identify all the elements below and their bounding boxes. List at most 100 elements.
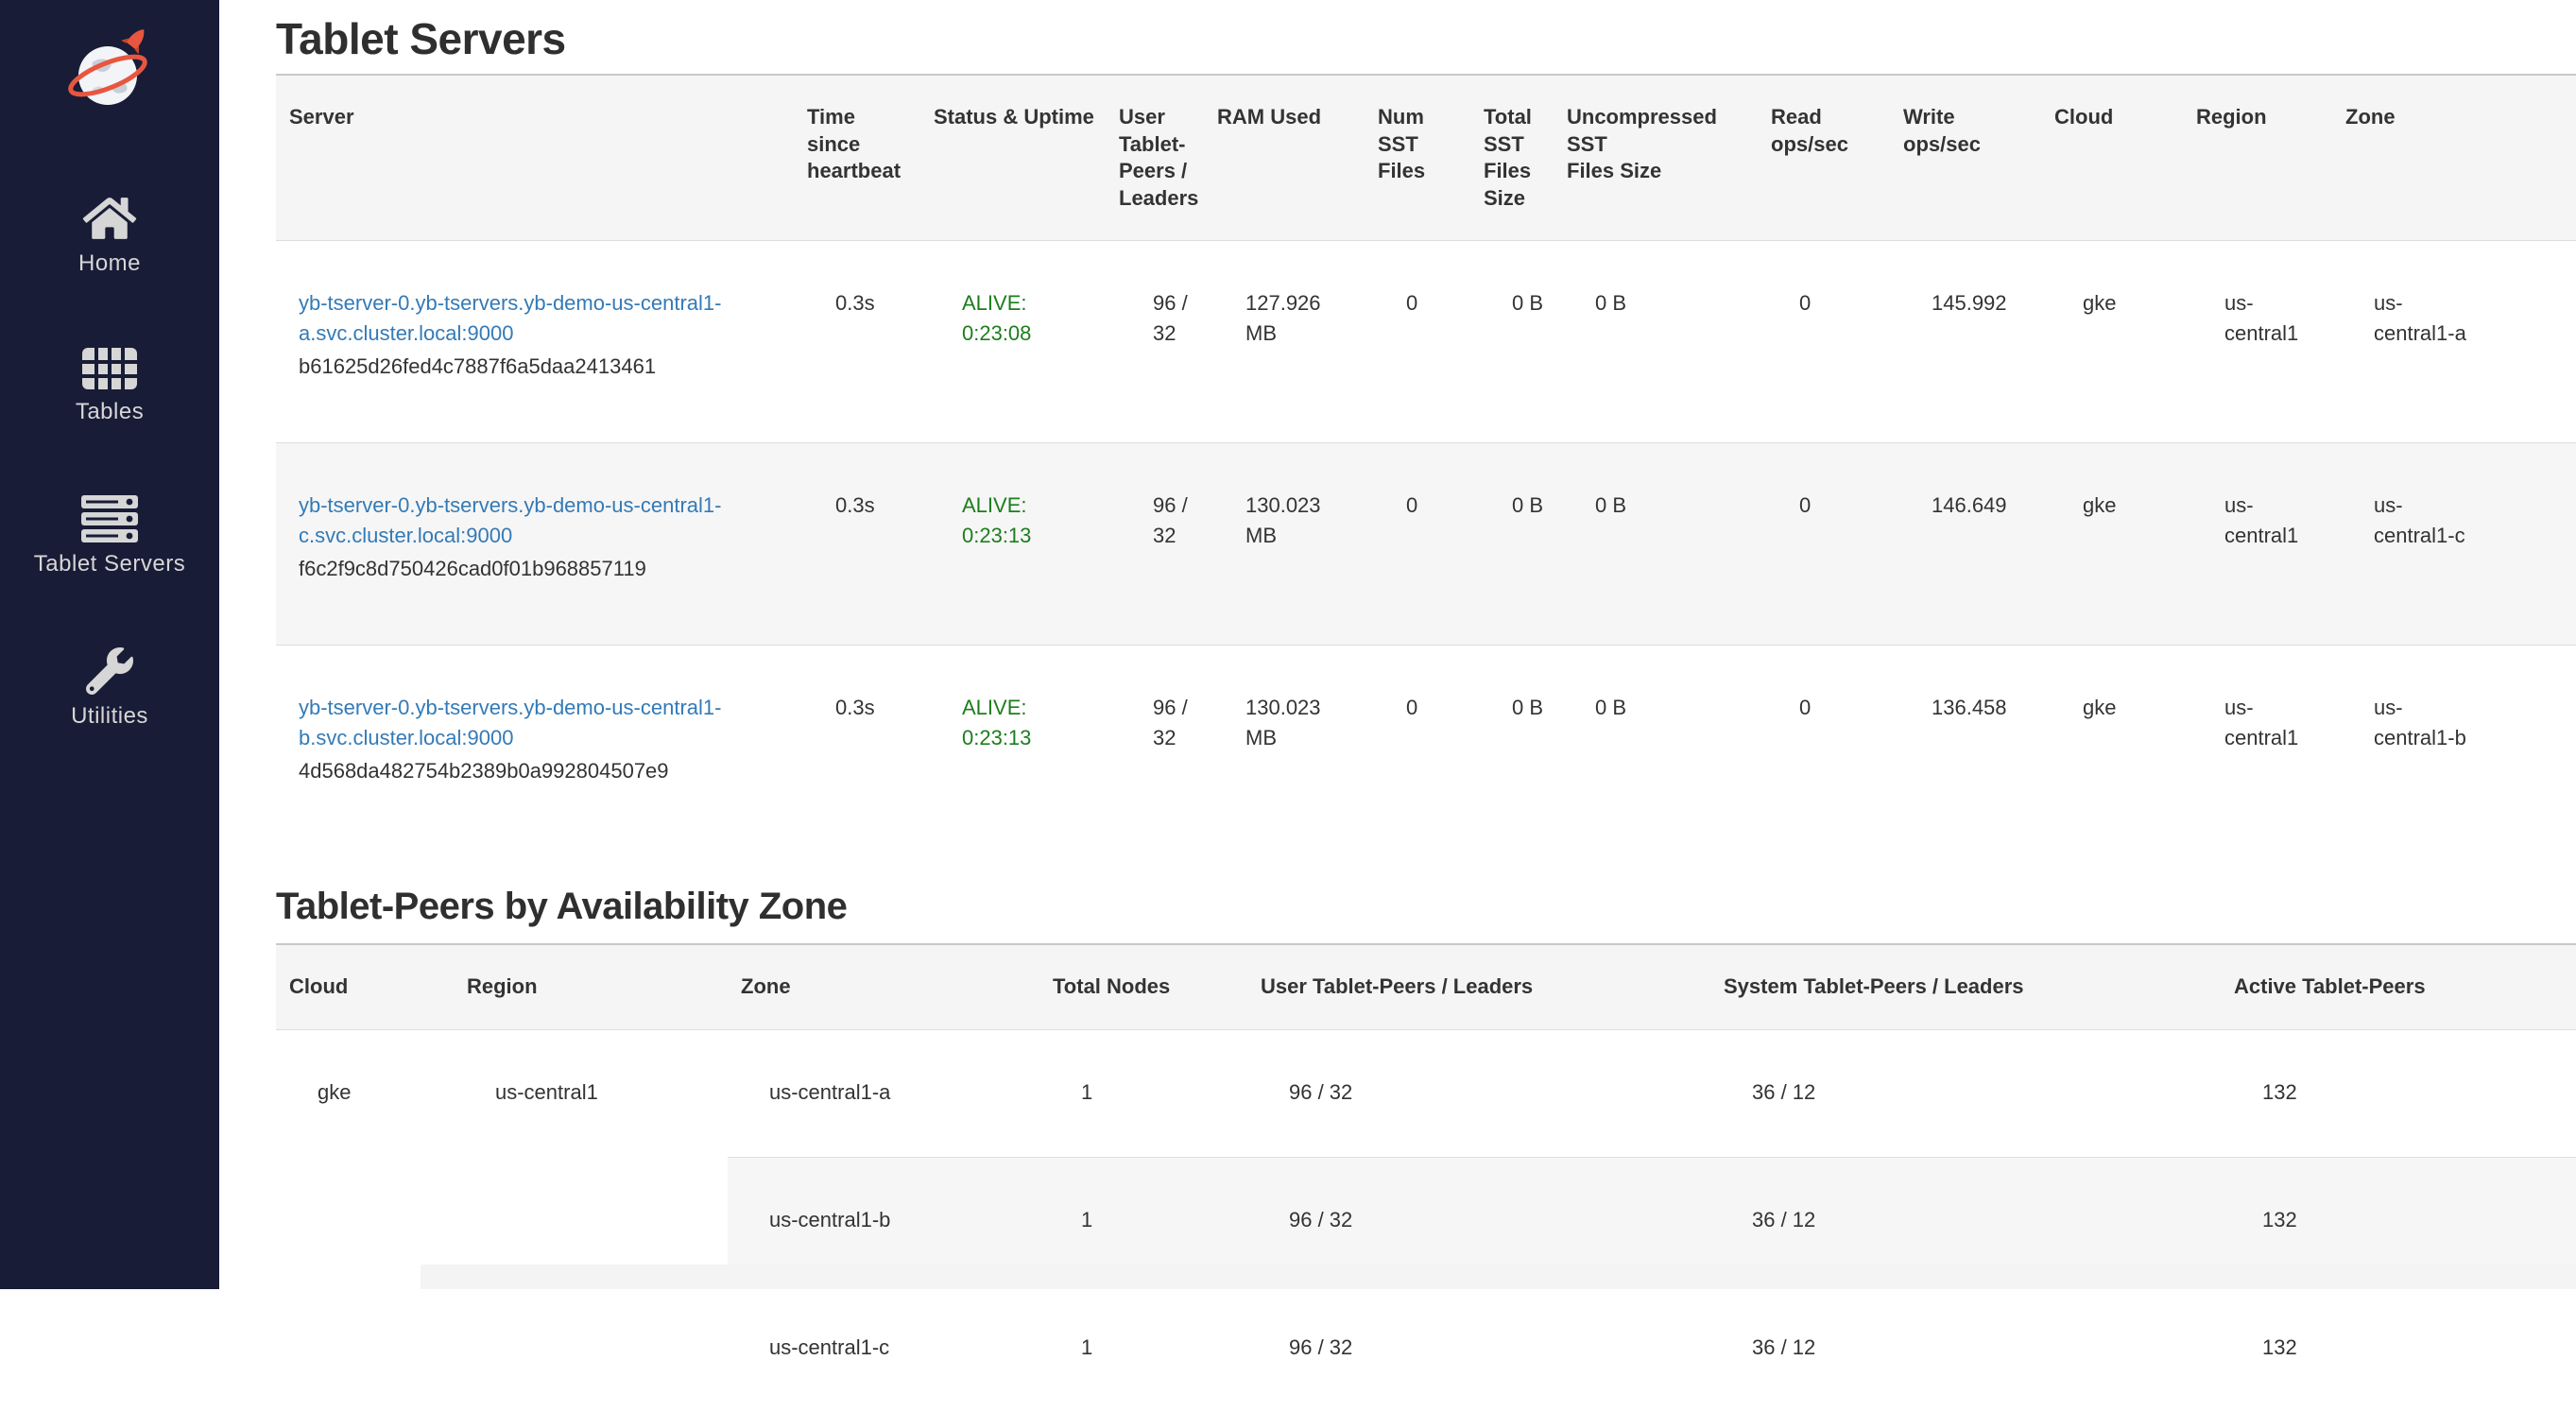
next-row-stripe — [421, 1265, 2576, 1289]
col-user-peers: User Tablet-Peers / Leaders — [1106, 74, 1204, 242]
table-row: yb-tserver-0.yb-tservers.yb-demo-us-cent… — [276, 644, 2576, 847]
col-zone: Zone — [728, 943, 1039, 1030]
status-cell: ALIVE: 0:23:13 — [920, 442, 1106, 646]
sidebar-item-utilities[interactable]: Utilities — [71, 647, 148, 730]
col-region: Region — [454, 943, 728, 1030]
heartbeat-cell: 0.3s — [835, 291, 875, 316]
server-link[interactable]: yb-tserver-0.yb-tservers.yb-demo-us-cent… — [299, 291, 722, 346]
zone-cell: us-central1-b — [2332, 644, 2576, 847]
num-sst-cell: 0 — [1365, 644, 1470, 847]
col-ram: RAM Used — [1204, 74, 1365, 242]
col-read-ops: Read ops/sec — [1758, 74, 1890, 242]
col-status: Status & Uptime — [920, 74, 1106, 242]
col-zone: Zone — [2332, 74, 2576, 242]
main-content: Tablet Servers Server Time since heartbe… — [219, 0, 2576, 1412]
cloud-cell: gke — [2041, 644, 2183, 847]
col-user-tablet-peers: User Tablet-Peers / Leaders — [1247, 943, 1710, 1030]
uncompressed-sst-cell: 0 B — [1554, 442, 1758, 646]
user-peers-cell: 96 / 32 — [1153, 291, 1188, 346]
col-region: Region — [2183, 74, 2332, 242]
region-cell: us-central1 — [454, 1029, 728, 1412]
total-nodes-cell: 1 — [1039, 1283, 1247, 1412]
region-cell: us-central1 — [2183, 644, 2332, 847]
table-row: yb-tserver-0.yb-tservers.yb-demo-us-cent… — [276, 442, 2576, 646]
zone-cell: us-central1-c — [728, 1283, 1039, 1412]
table-row: gke us-central1 us-central1-a 1 96 / 32 … — [276, 1029, 2576, 1412]
total-nodes-cell: 1 — [1081, 1079, 1093, 1104]
col-write-ops: Write ops/sec — [1890, 74, 2041, 242]
heartbeat-cell: 0.3s — [794, 644, 920, 847]
region-cell: us-central1 — [2183, 442, 2332, 646]
ram-cell: 127.926 MB — [1245, 291, 1321, 346]
wrench-icon — [85, 647, 134, 695]
tablet-peers-table-header: Cloud Region Zone Total Nodes User Table… — [276, 943, 2576, 1030]
sidebar-item-tablet-servers[interactable]: Tablet Servers — [34, 495, 185, 577]
system-peers-cell: 36 / 12 — [1752, 1079, 1816, 1104]
col-system-tablet-peers: System Tablet-Peers / Leaders — [1710, 943, 2221, 1030]
cloud-cell: gke — [2041, 442, 2183, 646]
server-uuid: b61625d26fed4c7887f6a5daa2413461 — [299, 354, 657, 379]
server-cell: yb-tserver-0.yb-tservers.yb-demo-us-cent… — [276, 442, 794, 646]
zone-cell: us-central1-a — [769, 1079, 891, 1104]
cloud-cell: gke — [2083, 291, 2117, 316]
total-sst-cell: 0 B — [1512, 291, 1544, 316]
sidebar-item-home[interactable]: Home — [78, 195, 141, 277]
server-cell: yb-tserver-0.yb-tservers.yb-demo-us-cent… — [276, 241, 794, 443]
table-row: yb-tserver-0.yb-tservers.yb-demo-us-cent… — [276, 241, 2576, 443]
rocket-shape — [121, 29, 145, 55]
sidebar: Home Tables — [0, 0, 219, 1289]
tablet-peers-by-az-table: Cloud Region Zone Total Nodes User Table… — [276, 943, 2576, 1412]
read-ops-cell: 0 — [1758, 644, 1890, 847]
num-sst-cell: 0 — [1406, 291, 1418, 316]
col-server: Server — [276, 74, 794, 242]
user-peers-cell: 96 / 32 — [1106, 644, 1204, 847]
server-link[interactable]: yb-tserver-0.yb-tservers.yb-demo-us-cent… — [299, 695, 722, 749]
sidebar-nav: Home Tables — [0, 195, 219, 730]
col-active-tablet-peers: Active Tablet-Peers — [2221, 943, 2576, 1030]
tables-grid-icon — [81, 347, 138, 390]
uncompressed-sst-cell: 0 B — [1595, 291, 1627, 316]
num-sst-cell: 0 — [1365, 442, 1470, 646]
read-ops-cell: 0 — [1758, 442, 1890, 646]
server-uuid: 4d568da482754b2389b0a992804507e9 — [299, 758, 669, 783]
server-stack-icon — [80, 495, 139, 542]
active-peers-cell: 132 — [2221, 1156, 2576, 1285]
col-heartbeat: Time since heartbeat — [794, 74, 920, 242]
col-cloud: Cloud — [2041, 74, 2183, 242]
user-peers-cell: 96 / 32 — [1247, 1156, 1710, 1285]
home-icon — [82, 195, 137, 242]
status-cell: ALIVE: 0:23:13 — [920, 644, 1106, 847]
sidebar-item-label: Tablet Servers — [33, 551, 186, 577]
yugabyte-logo-icon[interactable] — [60, 25, 159, 123]
total-sst-cell: 0 B — [1470, 644, 1554, 847]
uncompressed-sst-cell: 0 B — [1554, 644, 1758, 847]
cloud-cell: gke — [276, 1029, 454, 1412]
read-ops-cell: 0 — [1799, 291, 1812, 316]
sidebar-item-label: Home — [77, 250, 142, 276]
system-peers-cell: 36 / 12 — [1710, 1283, 2221, 1412]
active-peers-cell: 132 — [2262, 1079, 2297, 1104]
status-cell: ALIVE: 0:23:08 — [962, 291, 1032, 346]
table-row: us-central1-b 1 96 / 32 36 / 12 132 — [276, 1156, 2576, 1285]
heartbeat-cell: 0.3s — [794, 442, 920, 646]
server-cell: yb-tserver-0.yb-tservers.yb-demo-us-cent… — [276, 644, 794, 847]
col-uncompressed-sst: Uncompressed SST Files Size — [1554, 74, 1758, 242]
system-peers-cell: 36 / 12 — [1710, 1156, 2221, 1285]
write-ops-cell: 146.649 — [1890, 442, 2041, 646]
user-peers-cell: 96 / 32 — [1247, 1283, 1710, 1412]
col-cloud: Cloud — [276, 943, 454, 1030]
tablet-servers-table: Server Time since heartbeat Status & Upt… — [276, 74, 2576, 847]
col-total-sst: Total SST Files Size — [1470, 74, 1554, 242]
sidebar-item-tables[interactable]: Tables — [76, 347, 144, 425]
zone-cell: us-central1-c — [2332, 442, 2576, 646]
ram-cell: 130.023 MB — [1204, 442, 1365, 646]
tablet-servers-table-header: Server Time since heartbeat Status & Upt… — [276, 74, 2576, 242]
server-link[interactable]: yb-tserver-0.yb-tservers.yb-demo-us-cent… — [299, 493, 722, 547]
write-ops-cell: 136.458 — [1890, 644, 2041, 847]
total-sst-cell: 0 B — [1470, 442, 1554, 646]
user-peers-cell: 96 / 32 — [1289, 1079, 1353, 1104]
region-cell: us-central1 — [2224, 291, 2299, 346]
write-ops-cell: 145.992 — [1932, 291, 2007, 316]
col-total-nodes: Total Nodes — [1039, 943, 1247, 1030]
total-nodes-cell: 1 — [1039, 1156, 1247, 1285]
